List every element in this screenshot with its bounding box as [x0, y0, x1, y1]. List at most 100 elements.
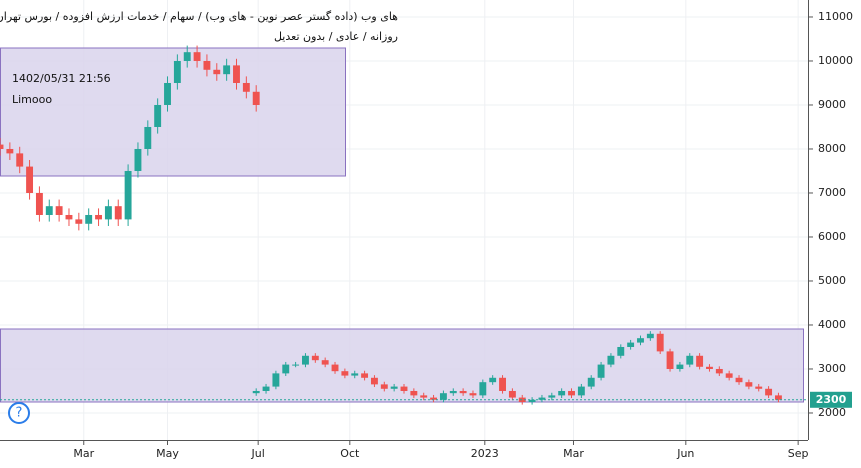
candle-body [16, 153, 24, 167]
candle-body [321, 360, 329, 365]
candle-body [95, 214, 102, 220]
candle-body [686, 355, 694, 365]
candle-body [617, 346, 625, 356]
y-tick-label: 7000 [818, 186, 846, 199]
candle-body [164, 82, 171, 105]
candle-body [449, 390, 457, 394]
candle-body [361, 373, 369, 378]
y-tick-label: 2000 [818, 406, 846, 419]
logo-icon[interactable] [8, 402, 30, 424]
y-tick-label: 6000 [818, 230, 846, 243]
candle-body [577, 386, 585, 396]
candle-body [479, 382, 487, 396]
candle-body [508, 390, 516, 398]
candle-body [55, 206, 63, 215]
candle-body [223, 65, 231, 75]
logo-glyph: ? [16, 406, 23, 421]
x-tick-label: Mar [563, 447, 584, 460]
candle-body [302, 355, 309, 365]
y-tick-label: 4000 [818, 318, 846, 331]
candle-body [252, 91, 260, 105]
candle-body [538, 397, 546, 400]
candle-body [755, 386, 763, 389]
candle-body [469, 393, 477, 396]
drawn-rectangle [0, 47, 346, 177]
candle-body [706, 366, 713, 369]
candle-body [282, 364, 290, 374]
candle-body [656, 333, 664, 352]
x-tick-label: Jun [676, 447, 694, 460]
candle-body [242, 82, 250, 92]
candle-body [637, 338, 644, 343]
candle-body [558, 390, 566, 396]
y-tick-label: 3000 [818, 362, 846, 375]
candle-body [104, 206, 112, 220]
header-subtitle: روزانه / عادی / بدون تعدیل [273, 30, 398, 43]
candle-body [154, 104, 162, 127]
y-tick-label: 11000 [818, 10, 853, 23]
candle-body [6, 148, 14, 154]
x-tick-label: 2023 [471, 447, 499, 460]
candle-body [134, 148, 142, 171]
plot-area [0, 45, 808, 405]
candle-body [627, 342, 635, 347]
candle-body [499, 377, 506, 391]
candle-body [489, 377, 497, 383]
y-tick-label: 5000 [818, 274, 846, 287]
candle-body [124, 170, 132, 220]
candle-body [85, 214, 93, 224]
candle-body [262, 386, 270, 391]
candle-body [420, 395, 428, 398]
candle-body [114, 206, 122, 220]
candle-body [568, 390, 575, 396]
candle-body [183, 52, 191, 61]
y-tick-label: 8000 [818, 142, 846, 155]
candle-body [696, 355, 704, 367]
candle-body [75, 219, 83, 224]
candle-body [35, 192, 43, 215]
candle-body [745, 382, 753, 387]
candle-body [646, 333, 654, 339]
candle-body [410, 390, 418, 396]
candle-body [370, 377, 378, 385]
last-price-box [810, 391, 852, 408]
candle-body [331, 364, 339, 372]
candle-body [765, 388, 773, 396]
x-tick-label: May [156, 447, 179, 460]
candle-body [203, 60, 211, 70]
x-tick-label: Mar [73, 447, 94, 460]
candle-body [292, 364, 300, 366]
candle-body [233, 65, 240, 83]
candle-body [173, 60, 181, 83]
candle-body [597, 364, 605, 378]
candle-body [725, 373, 733, 378]
candle-body [351, 373, 359, 376]
candle-body [518, 397, 526, 402]
y-tick-label: 9000 [818, 98, 846, 111]
candle-body [715, 368, 723, 374]
candle-body [311, 355, 319, 361]
candle-body [213, 69, 221, 75]
header-title: های وب (داده گستر عصر نوین - های وب) / س… [0, 10, 398, 23]
candle-body [26, 166, 34, 193]
candle-body [193, 52, 201, 61]
candle-body [0, 144, 4, 149]
candle-body [252, 390, 260, 394]
candle-body [144, 126, 152, 149]
candle-body [666, 351, 674, 369]
candle-body [272, 373, 280, 387]
candle-body [548, 395, 556, 398]
y-tick-label: 10000 [818, 54, 853, 67]
note-date: 1402/05/31 21:56 [12, 72, 111, 85]
candle-body [65, 214, 73, 220]
candle-body [45, 206, 53, 215]
x-tick-label: Jul [251, 447, 265, 460]
x-tick-label: Sep [788, 447, 809, 460]
candle-body [459, 390, 467, 394]
candle-body [390, 386, 398, 389]
candle-body [400, 386, 408, 391]
candle-body [528, 399, 536, 402]
candle-body [341, 371, 349, 376]
